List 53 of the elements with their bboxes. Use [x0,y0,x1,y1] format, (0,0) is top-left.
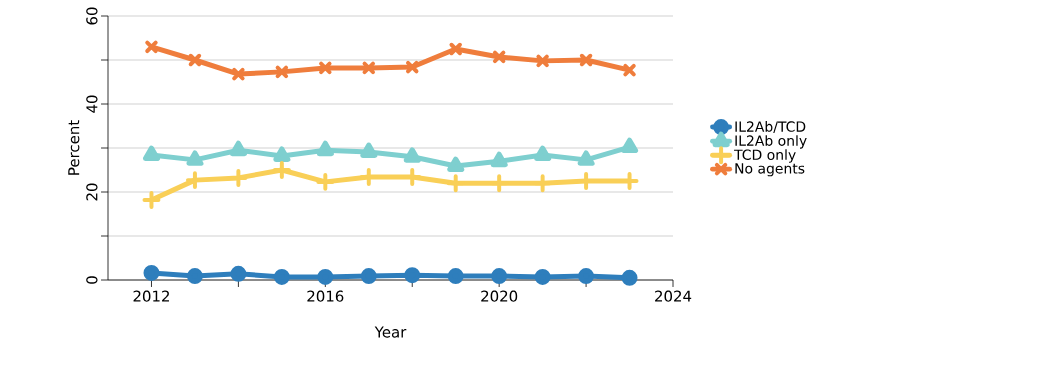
point [534,268,551,285]
point [491,268,508,285]
point [143,264,160,281]
point [406,60,419,74]
point [273,146,291,162]
point [360,142,378,158]
point [490,151,508,168]
point [272,161,291,179]
point [447,268,464,285]
legend-label: No agents [735,163,805,177]
point [404,267,421,284]
point [577,150,595,166]
point [447,156,465,173]
point [232,67,245,81]
point [316,172,335,191]
point [229,140,247,157]
point [230,265,247,282]
point [579,53,593,67]
x-tick-label: 2012 [133,290,169,302]
point [362,61,376,75]
point [403,147,421,163]
x-tick-label: 2020 [481,290,518,302]
y-tick-label: 20 [86,183,98,201]
legend-label: IL2Ab only [735,135,807,149]
point [449,42,462,56]
point [186,268,203,285]
y-axis-title: Percent [68,120,80,175]
point [188,53,202,67]
point [534,145,552,162]
point [533,174,552,193]
y-tick-label: 0 [86,276,98,284]
point [492,50,506,64]
point [360,268,377,285]
point [319,61,332,75]
y-tick-label: 60 [86,7,98,25]
point [536,54,549,68]
point [273,268,290,285]
legend-label: TCD only [734,149,796,163]
point [446,174,465,193]
point [142,145,160,162]
point [621,269,638,286]
point [317,268,334,285]
y-tick-label: 40 [86,95,98,113]
point [578,268,595,285]
x-axis-title: Year [374,326,407,338]
point [275,65,289,79]
point [142,190,161,209]
point [316,140,334,157]
x-tick-label: 2016 [307,290,344,302]
point [186,150,204,166]
x-tick-label: 2024 [655,290,692,302]
point [621,137,639,154]
legend-label: IL2Ab/TCD [735,121,806,133]
